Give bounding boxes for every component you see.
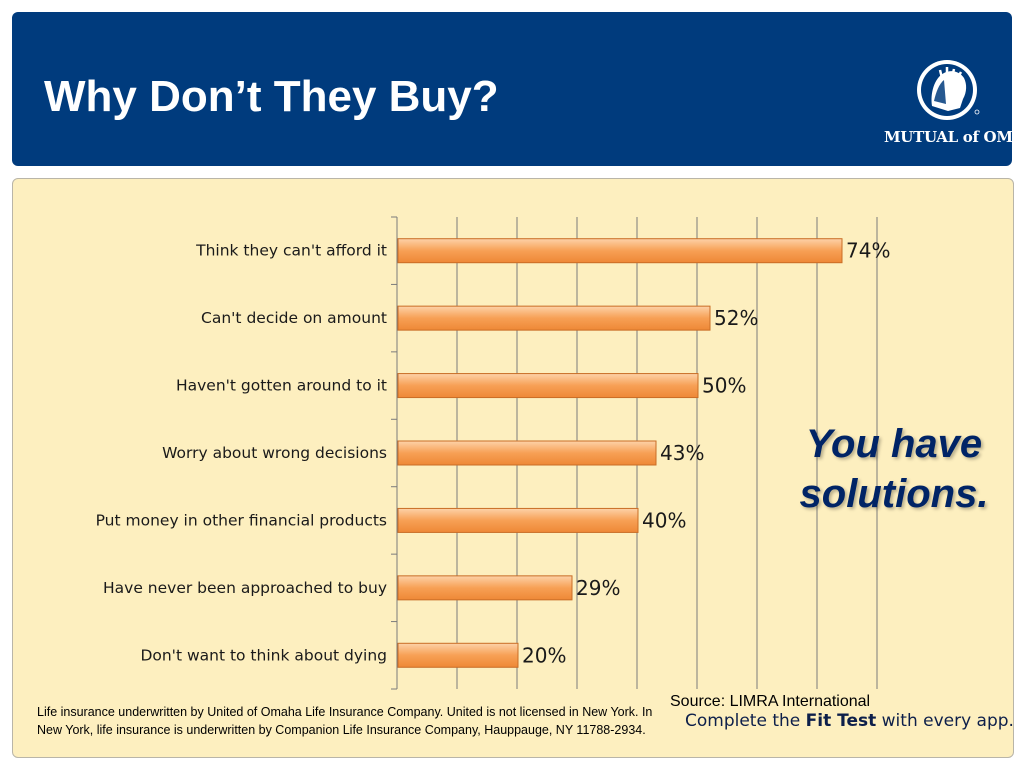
callout-text: You have solutions. <box>789 419 999 519</box>
bar <box>397 305 711 331</box>
fit-test-suffix: with every app. <box>876 711 1014 731</box>
category-label: Can't decide on amount <box>201 309 387 327</box>
bar <box>397 440 657 466</box>
source-note: Source: LIMRA International <box>670 693 871 710</box>
fit-test-prefix: Complete the <box>685 711 806 731</box>
disclaimer-text: Life insurance underwritten by United of… <box>37 705 653 737</box>
category-label: Think they can't afford it <box>195 242 387 260</box>
category-label: Put money in other financial products <box>96 511 387 529</box>
data-label: 52% <box>714 306 758 330</box>
chart-panel: Think they can't afford it 74% Can't decid… <box>12 178 1014 758</box>
category-label: Haven't gotten around to it <box>176 377 387 395</box>
bar-chart: Think they can't afford it 74% Can't decid… <box>96 216 890 690</box>
data-label: 50% <box>702 374 746 398</box>
header-banner: Why Don’t They Buy? MUTUAL of OMAHA <box>12 12 1024 166</box>
fit-test-bold: Fit Test <box>805 711 877 731</box>
indian-head-logo-icon <box>917 60 980 120</box>
callout-line-1: You have <box>805 422 983 466</box>
data-label: 40% <box>642 508 686 532</box>
bar <box>397 642 519 668</box>
callout-line-2: solutions. <box>799 472 989 516</box>
data-label: 43% <box>660 441 704 465</box>
bar <box>397 507 639 533</box>
fit-test-note: Complete the Fit Test with every app. <box>685 711 1014 731</box>
page-title: Why Don’t They Buy? <box>44 72 499 121</box>
category-label: Worry about wrong decisions <box>162 444 387 462</box>
mutual-of-omaha-logo: MUTUAL of OMAHA <box>884 56 1024 152</box>
category-label: Don't want to think about dying <box>140 646 387 664</box>
bar <box>397 575 573 601</box>
bar <box>397 238 843 264</box>
logo-wordmark: MUTUAL of OMAHA <box>884 128 1024 146</box>
data-label: 74% <box>846 239 890 263</box>
data-label: 29% <box>576 576 620 600</box>
category-label: Have never been approached to buy <box>103 579 387 597</box>
bar <box>397 373 699 399</box>
data-label: 20% <box>522 643 566 667</box>
